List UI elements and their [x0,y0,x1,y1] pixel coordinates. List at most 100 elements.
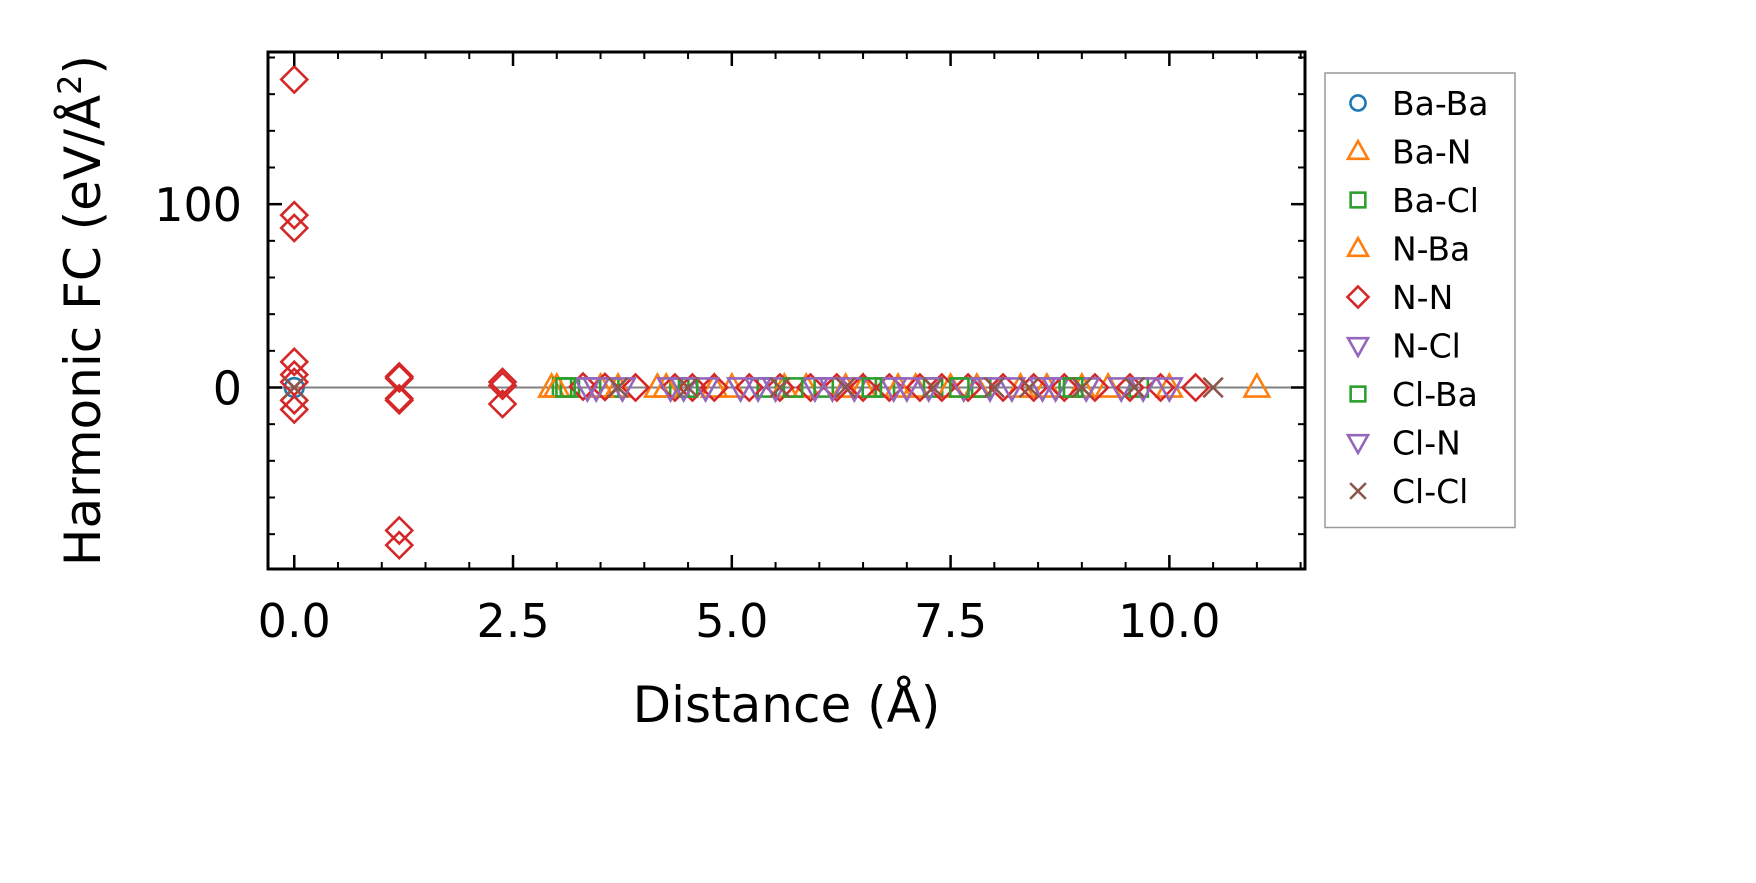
data-point [279,200,310,231]
legend-entry: Ba-N [1345,133,1471,172]
legend-marker [1349,385,1367,403]
x-tick-label: 0.0 [258,594,331,648]
data-point [953,372,983,403]
data-point [848,372,878,403]
legend-entry: N-Cl [1345,327,1461,366]
data-point [1154,371,1184,398]
legend-entry: Cl-Ba [1349,375,1478,414]
tick-labels: 0.0 2.5 5.0 7.5 10.0 0 100 [154,178,1220,648]
data-point [769,376,791,399]
data-point [677,376,699,399]
data-point [1018,376,1041,399]
legend-label: N-Cl [1392,327,1461,366]
data-point [279,64,310,95]
legend-label: Cl-Cl [1392,472,1468,511]
data-point [861,377,883,398]
data-point [1123,376,1146,399]
y-tick-label: 100 [154,178,242,232]
x-tick-label: 7.5 [914,594,987,648]
legend-marker [1349,482,1367,500]
series-cl-cl [283,376,1224,399]
data-point [988,372,1018,403]
data-point [725,377,756,404]
data-point [817,377,848,404]
legend-entry: N-Ba [1345,230,1470,269]
y-axis-title: Harmonic FC (eV/Å2) [51,55,112,566]
data-point [279,346,310,377]
data-point [892,377,922,404]
data-point [620,372,651,403]
y-axis-title-end: ) [54,55,112,75]
major-ticks [268,52,1305,569]
data-point [1202,376,1224,399]
data-point [922,376,944,399]
data-point [384,515,415,546]
data-point [283,376,305,399]
data-point [800,377,830,404]
legend-marker [1349,191,1367,209]
data-point [699,371,729,398]
data-point [983,376,1006,399]
legend-label: Ba-N [1392,133,1471,172]
data-point [487,389,518,419]
data-point [1106,377,1136,404]
data-point [1049,372,1080,403]
data-point [384,385,415,416]
data-point [948,377,970,398]
data-point [1180,372,1211,403]
legend-label: N-Ba [1392,230,1470,269]
legend-entry: Cl-N [1345,424,1461,463]
data-point [487,367,518,397]
legend-label: Ba-Cl [1392,181,1479,220]
legend-label: Cl-Ba [1392,375,1478,414]
data-point [279,394,310,425]
data-point [834,376,857,399]
y-tick-label: 0 [213,362,242,416]
legend-marker [1345,138,1371,161]
data-point [384,530,415,561]
series-n-n [279,64,1211,561]
data-point [607,376,629,399]
x-tick-label: 2.5 [476,594,549,648]
data-point [690,377,721,404]
y-axis-title-base: Harmonic FC (eV/Å [54,95,112,566]
plot-area [268,64,1305,561]
legend-marker [1345,284,1371,310]
data-point [743,377,773,404]
data-point [279,213,310,243]
plot-frame [266,50,1307,571]
data-point [699,372,730,403]
legend-entry: Cl-Cl [1349,472,1468,511]
legend-entry: Ba-Cl [1349,181,1479,220]
data-point [997,377,1027,404]
legend-marker [1345,235,1371,258]
legend-marker [1345,336,1371,359]
data-point [651,371,681,398]
data-point [581,377,611,404]
data-point [384,363,415,394]
data-point [1027,377,1058,404]
legend-entry: Ba-Ba [1349,84,1488,123]
legend-marker [1345,433,1371,456]
data-point [1154,377,1184,404]
legend-label: N-N [1392,278,1453,317]
data-point [883,371,913,398]
data-point [765,372,795,403]
data-point [782,377,804,398]
data-point [1071,376,1093,399]
minor-ticks [268,52,1305,569]
data-point [555,377,576,398]
y-axis-title-sup: 2 [51,74,89,94]
x-tick-label: 5.0 [695,594,768,648]
legend-marker [1349,94,1367,112]
legend-label: Ba-Ba [1392,84,1488,123]
data-point [734,372,765,403]
x-tick-label: 10.0 [1118,594,1220,648]
legend-entry: N-N [1345,278,1453,317]
legend: Ba-Ba Ba-N Ba-Cl N-Ba N-N N-Cl Cl-Ba Cl-N Cl-Cl [1324,72,1516,529]
data-point [487,370,518,401]
x-axis-title: Distance (Å) [633,676,941,734]
data-point [1242,371,1272,398]
legend-label: Cl-N [1392,424,1461,463]
